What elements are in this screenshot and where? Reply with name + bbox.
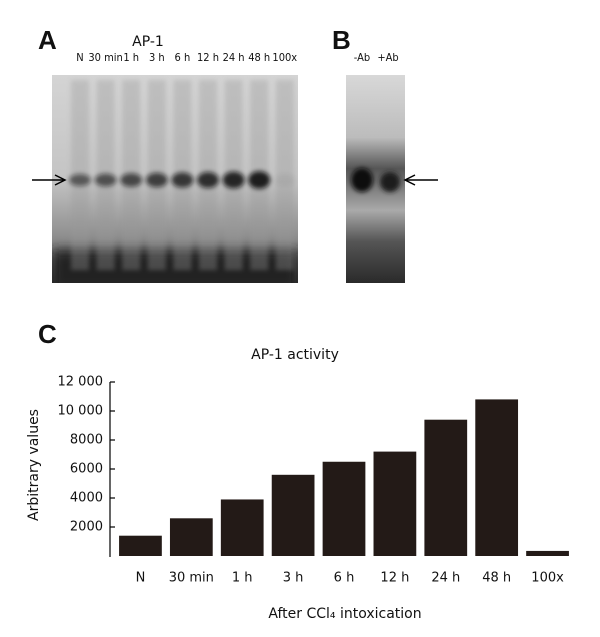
- lane-label: 48 h: [248, 51, 270, 64]
- gel-band: [248, 171, 271, 189]
- lane-label: -Ab: [354, 51, 370, 64]
- gel-band: [273, 174, 296, 186]
- gel-b: [346, 75, 405, 283]
- lane-label: 12 h: [197, 51, 219, 64]
- lane-label: 1 h: [123, 51, 139, 64]
- bar: [373, 451, 417, 556]
- gel-title: AP-1: [132, 34, 164, 50]
- gel-band: [94, 173, 117, 187]
- x-tick-label: 1 h: [232, 571, 253, 586]
- x-tick-label: 6 h: [334, 571, 355, 586]
- lane-label: 6 h: [175, 51, 191, 64]
- x-tick-label: 24 h: [431, 571, 460, 586]
- bar: [322, 461, 366, 556]
- lane-label: 30 min: [88, 51, 122, 64]
- x-tick-label: 12 h: [380, 571, 409, 586]
- y-tick-label: 6000: [70, 462, 103, 477]
- gel-band: [197, 172, 219, 188]
- x-tick-label: 30 min: [169, 571, 214, 586]
- x-tick-label: 100x: [531, 571, 564, 586]
- lane-label: 24 h: [223, 51, 245, 64]
- bar: [424, 419, 468, 556]
- x-tick-label: 3 h: [283, 571, 304, 586]
- y-tick-label: 4000: [70, 491, 103, 506]
- gel-band: [222, 171, 245, 189]
- bar: [169, 518, 213, 556]
- panel-letter: C: [38, 319, 57, 349]
- panel-letter: B: [332, 25, 351, 55]
- y-tick-label: 8000: [70, 433, 103, 448]
- bar: [119, 535, 162, 556]
- panel-letter: A: [38, 25, 57, 55]
- arrow-b: [403, 174, 438, 186]
- y-tick-label: 12 000: [58, 375, 104, 390]
- lane-label: N: [76, 51, 83, 64]
- gel-a: [52, 75, 298, 283]
- chart-title: AP-1 activity: [251, 347, 339, 363]
- x-tick-label: 48 h: [482, 571, 511, 586]
- gel-band: [145, 172, 168, 188]
- gel-band: [120, 173, 143, 187]
- y-tick-label: 2000: [70, 520, 103, 535]
- x-axis-title: After CCl₄ intoxication: [268, 606, 421, 622]
- bar: [526, 550, 569, 556]
- x-tick-label: N: [136, 571, 146, 586]
- lane-label: 3 h: [149, 51, 165, 64]
- gel-band: [171, 172, 194, 188]
- bar: [271, 474, 315, 556]
- bar: [475, 399, 519, 556]
- lane-label: +Ab: [377, 51, 398, 64]
- bar: [220, 499, 264, 556]
- y-axis-title: Arbitrary values: [26, 409, 42, 521]
- y-tick-label: 10 000: [58, 404, 104, 419]
- gel-band: [69, 174, 91, 186]
- lane-label: 100x: [272, 51, 297, 64]
- arrow-a: [32, 174, 67, 186]
